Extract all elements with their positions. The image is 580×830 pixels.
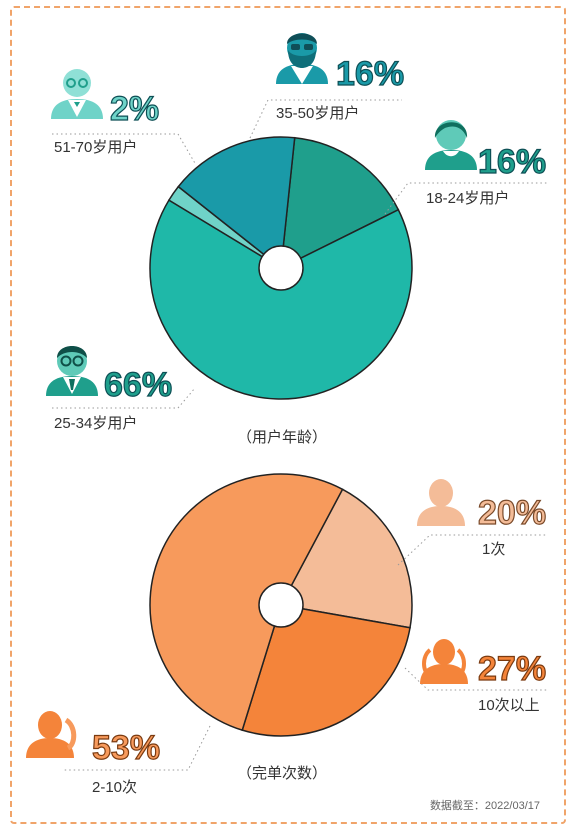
percent-1: 20% [478,494,546,532]
single-person-icon [417,479,465,526]
order-pie-chart [149,473,413,737]
leader-lines [52,99,548,771]
order-slice-2 [149,473,344,732]
age-pie-chart [149,136,413,400]
percent-10plus: 27% [478,650,546,688]
order-center-hole [258,582,304,628]
label-1: 1次 [482,541,505,558]
order-slice-0 [279,488,413,629]
label-18-24: 18-24岁用户 [426,190,509,207]
label-25-34: 25-34岁用户 [54,415,137,432]
age-slice-3 [177,136,296,270]
age-chart-caption: （用户年龄） [237,429,327,446]
bearded-person-icon [276,33,328,84]
leader-line-25-34 [52,387,196,409]
percent-2-10: 53% [92,729,160,767]
label-2-10: 2-10次 [92,779,137,796]
age-slice-1 [149,199,413,400]
leader-line-18-24 [384,182,548,215]
percent-51-70: 2% [110,90,159,128]
leader-line-35-50 [249,99,402,139]
data-date-note: 数据截至：2022/03/17 [430,798,540,812]
order-slice-1 [241,604,411,737]
percent-18-24: 16% [478,143,546,181]
percent-35-50: 16% [336,55,404,93]
leader-line-1 [397,534,548,566]
dashed-frame [10,6,566,824]
percent-25-34: 66% [104,366,172,404]
elderly-person-icon [51,69,103,119]
label-10plus: 10次以上 [478,697,540,714]
pair-person-icon [26,711,77,758]
age-slice-0 [280,136,400,270]
glasses-person-icon [46,346,98,396]
age-center-hole [258,245,304,291]
leader-line-10plus [404,667,548,691]
young-person-icon [425,120,477,170]
order-chart-caption: （完单次数） [237,765,327,782]
label-35-50: 35-50岁用户 [276,105,359,122]
leader-line-51-70 [52,133,197,166]
label-51-70: 51-70岁用户 [54,139,137,156]
group-person-icon [420,639,468,684]
